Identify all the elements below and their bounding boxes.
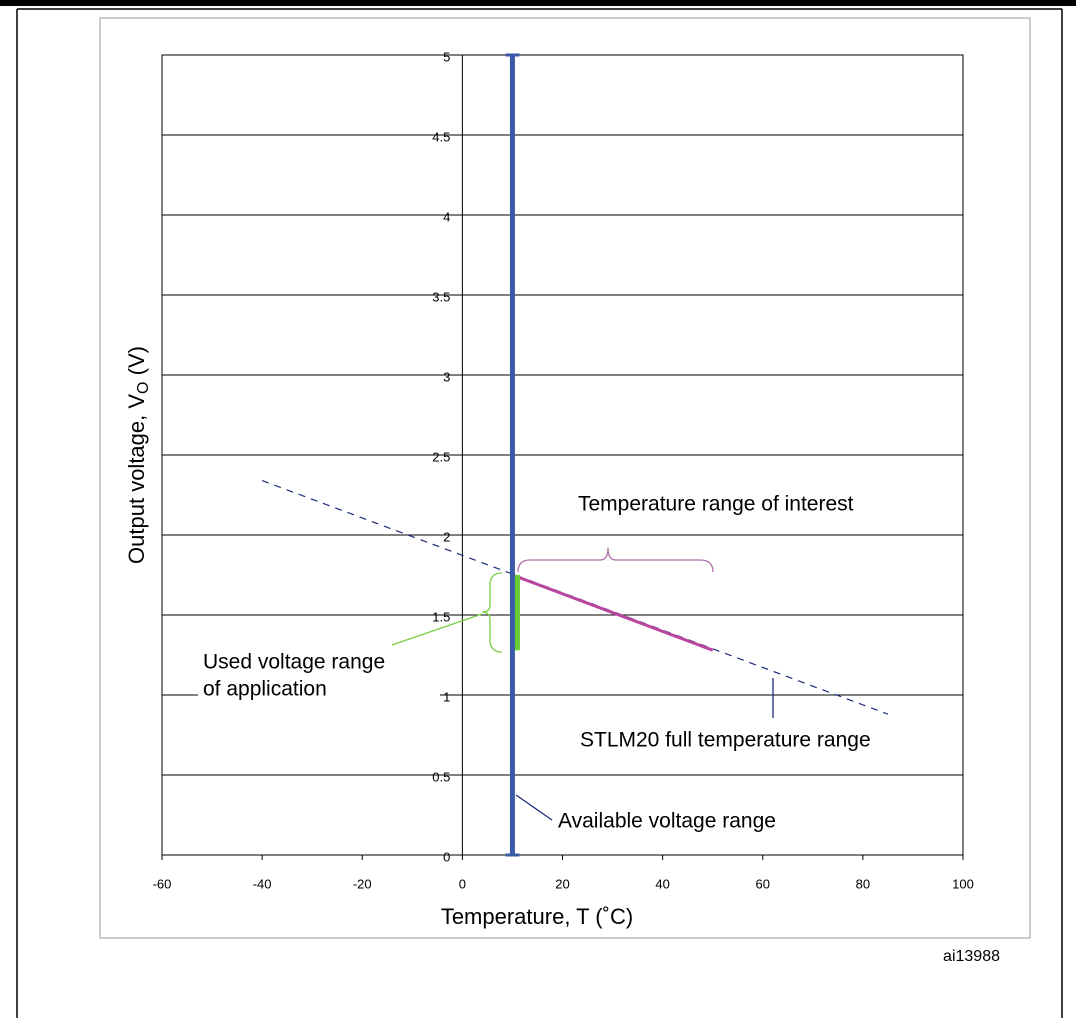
y-label-part: Output voltage, V — [124, 394, 149, 564]
used-brace — [481, 572, 503, 653]
available-leader — [515, 794, 553, 821]
x-tick-label: -20 — [353, 876, 372, 891]
y-label-part: (V) — [124, 346, 149, 381]
x-tick-label: 0 — [459, 876, 466, 891]
plot: 0 0.5 1 1.5 2 2.5 3 3.5 4 4.5 5 -60 -40 -20 0 20 40 60 80 1… — [153, 49, 974, 891]
interest-brace — [517, 547, 714, 573]
x-tick-label: 100 — [952, 876, 974, 891]
annotation: Used voltage range — [203, 651, 385, 674]
y-tick-label: 3.5 — [432, 289, 450, 304]
x-axis-label: Temperature, T (˚C) — [441, 904, 633, 929]
x-tick-label: -40 — [253, 876, 272, 891]
annotation: STLM20 full temperature range — [580, 729, 871, 752]
y-tick-label: 5 — [443, 49, 450, 64]
annotation: of application — [203, 678, 327, 701]
used-label-bg — [198, 650, 440, 705]
x-tick-label: 60 — [756, 876, 770, 891]
annotation: Temperature range of interest — [578, 493, 854, 516]
title-bar-cropped — [0, 0, 1076, 6]
y-tick-label: 4.5 — [432, 129, 450, 144]
annotation: Available voltage range — [558, 810, 776, 833]
figure-id: ai13988 — [943, 948, 1000, 965]
x-tick-label: 20 — [555, 876, 569, 891]
x-tick-label: 80 — [856, 876, 870, 891]
y-axis-label: Output voltage, VO (V) — [124, 346, 152, 564]
y-label-subscript: O — [135, 382, 152, 394]
y-tick-label: 1.5 — [432, 609, 450, 624]
y-tick-label: 4 — [443, 209, 450, 224]
y-tick-label: 1 — [443, 689, 450, 704]
chart-box — [99, 17, 1031, 939]
used-leader — [391, 613, 483, 646]
y-tick-label: 3 — [443, 369, 450, 384]
y-tick-label: 2 — [443, 529, 450, 544]
y-tick-label: 2.5 — [432, 449, 450, 464]
y-tick-label: 0 — [443, 849, 450, 864]
x-tick-label: 40 — [655, 876, 669, 891]
y-tick-label: 0.5 — [432, 769, 450, 784]
series-line — [511, 573, 714, 652]
x-tick-label: -60 — [153, 876, 172, 891]
